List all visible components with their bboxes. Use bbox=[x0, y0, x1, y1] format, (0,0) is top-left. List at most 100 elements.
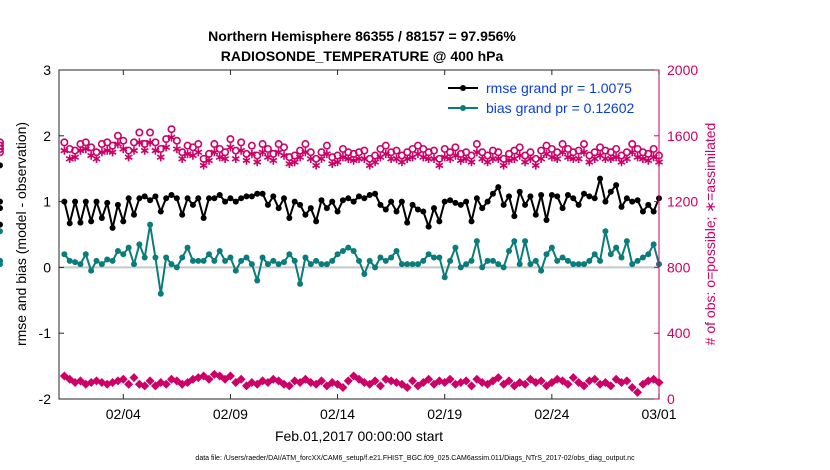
y-axis-label-left: rmse and bias (model - observation) bbox=[13, 122, 29, 346]
data-point-rmse bbox=[527, 193, 534, 200]
data-point-bias bbox=[313, 257, 320, 264]
legend-rmse-marker bbox=[460, 85, 466, 91]
data-point-obs-possible bbox=[649, 144, 658, 153]
data-point-obs-assimilated bbox=[231, 154, 240, 163]
data-point-rmse bbox=[93, 198, 100, 205]
data-point-bias bbox=[104, 256, 111, 263]
data-point-rmse bbox=[114, 201, 121, 208]
data-point-rmse bbox=[564, 192, 571, 199]
data-point-obs-possible bbox=[130, 138, 139, 147]
data-point-bias bbox=[141, 254, 148, 261]
data-point-bias bbox=[275, 261, 282, 268]
data-point-obs-assimilated bbox=[253, 157, 262, 167]
data-point-bias bbox=[329, 257, 336, 264]
data-point-bias bbox=[468, 257, 475, 264]
y-right-tick-label: 800 bbox=[667, 259, 691, 275]
data-point-rmse-obs-count bbox=[145, 376, 155, 386]
data-point-rmse bbox=[650, 208, 657, 215]
data-point-bias bbox=[436, 254, 443, 261]
data-point-bias bbox=[200, 257, 207, 264]
data-point-rmse bbox=[120, 218, 127, 225]
data-point-obs-possible bbox=[360, 146, 369, 155]
data-point-bias bbox=[77, 261, 84, 268]
data-point-bias bbox=[479, 264, 486, 271]
data-point-rmse-obs-count bbox=[370, 376, 380, 386]
data-point-rmse bbox=[602, 198, 609, 205]
data-point-rmse bbox=[425, 223, 432, 230]
data-point-bias bbox=[452, 244, 459, 251]
data-point-rmse bbox=[350, 198, 357, 205]
data-point-rmse bbox=[634, 197, 641, 204]
data-point-rmse bbox=[61, 198, 68, 205]
data-point-rmse-obs-count bbox=[161, 379, 171, 389]
data-point-bias bbox=[125, 244, 132, 251]
data-point-rmse bbox=[307, 205, 314, 212]
data-point-rmse bbox=[548, 192, 555, 199]
data-point-rmse bbox=[377, 201, 384, 208]
data-point-bias bbox=[109, 257, 116, 264]
data-point-bias bbox=[227, 254, 234, 261]
data-point-obs-possible bbox=[135, 128, 144, 137]
data-point-rmse bbox=[581, 190, 587, 197]
data-point-bias bbox=[372, 264, 379, 271]
data-point-obs-assimilated bbox=[317, 154, 326, 163]
data-point-obs-possible bbox=[451, 143, 460, 152]
data-point-bias bbox=[393, 247, 400, 254]
data-point-rmse bbox=[393, 208, 400, 215]
data-point-rmse-obs-count bbox=[204, 374, 214, 384]
data-point-rmse bbox=[452, 199, 459, 206]
data-point-rmse bbox=[404, 219, 411, 226]
data-point-obs-possible bbox=[515, 143, 524, 152]
data-point-obs-assimilated bbox=[537, 154, 546, 163]
legend: rmse grand pr = 1.0075 bias grand pr = 0… bbox=[439, 75, 655, 121]
data-point-rmse bbox=[189, 201, 196, 208]
data-point-rmse-obs-count bbox=[568, 373, 578, 383]
x-tick-label: 02/24 bbox=[534, 406, 569, 422]
data-point-rmse bbox=[511, 213, 518, 220]
series-line-bias bbox=[63, 223, 660, 295]
data-point-rmse bbox=[484, 198, 491, 205]
data-point-bias bbox=[500, 264, 507, 271]
data-point-obs-assimilated bbox=[312, 161, 321, 170]
data-point-obs-assimilated bbox=[301, 148, 310, 157]
data-point-rmse bbox=[629, 198, 636, 205]
data-point-obs-assimilated bbox=[606, 154, 615, 163]
data-point-obs-assimilated bbox=[563, 153, 572, 162]
data-point-obs-assimilated bbox=[296, 153, 305, 162]
data-point-obs-possible bbox=[172, 136, 181, 145]
data-point-rmse-obs-count bbox=[633, 387, 643, 397]
data-point-rmse bbox=[157, 208, 164, 215]
data-point-rmse bbox=[216, 192, 223, 199]
data-point-obs-assimilated bbox=[494, 154, 503, 163]
data-point-obs-assimilated bbox=[633, 153, 642, 162]
data-point-obs-assimilated bbox=[247, 149, 256, 159]
data-point-rmse bbox=[361, 195, 368, 202]
data-point-obs-assimilated bbox=[113, 139, 122, 149]
data-point-obs-possible bbox=[263, 144, 272, 153]
data-point-obs-assimilated bbox=[344, 154, 353, 163]
data-point-obs-possible bbox=[558, 140, 567, 149]
legend-box bbox=[439, 75, 655, 121]
data-point-rmse bbox=[72, 198, 79, 205]
data-point-bias bbox=[0, 228, 3, 235]
data-point-rmse bbox=[0, 162, 3, 169]
data-point-bias bbox=[420, 257, 427, 264]
data-point-rmse-obs-count bbox=[118, 374, 128, 384]
data-point-rmse bbox=[372, 190, 379, 197]
data-point-obs-assimilated bbox=[151, 146, 160, 155]
data-point-obs-assimilated bbox=[638, 154, 647, 163]
x-tick-label: 02/09 bbox=[213, 406, 248, 422]
data-point-bias bbox=[554, 257, 561, 264]
data-point-obs-assimilated bbox=[237, 146, 246, 155]
x-tick-label: 03/01 bbox=[641, 406, 676, 422]
data-point-rmse-obs-count bbox=[445, 374, 455, 384]
data-point-rmse bbox=[473, 195, 480, 202]
data-point-rmse bbox=[200, 215, 207, 222]
data-point-bias bbox=[548, 244, 555, 251]
y-left-tick-label: -2 bbox=[39, 391, 52, 407]
data-point-rmse bbox=[168, 192, 175, 199]
data-point-bias bbox=[581, 261, 587, 268]
data-point-rmse bbox=[618, 203, 625, 210]
data-point-bias bbox=[473, 238, 480, 245]
data-point-rmse bbox=[597, 175, 604, 182]
